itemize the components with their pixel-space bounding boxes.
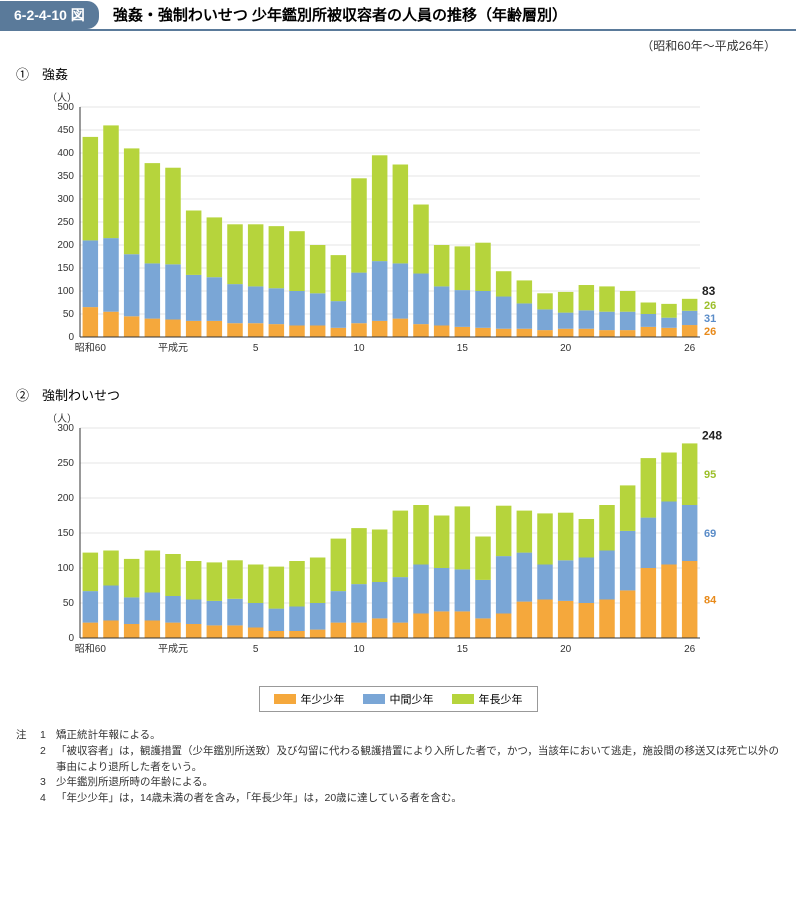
svg-text:平成元: 平成元	[158, 342, 188, 354]
note-number: 2	[40, 744, 56, 776]
svg-text:50: 50	[63, 309, 75, 320]
svg-text:昭和60: 昭和60	[75, 342, 107, 354]
chart-1-container: 050100150200250300350400450500（人）昭和60平成元…	[0, 87, 796, 367]
svg-text:300: 300	[57, 194, 74, 205]
legend-label-middle: 中間少年	[390, 691, 434, 707]
svg-text:26: 26	[684, 343, 696, 354]
chart-1-svg: 050100150200250300350400450500（人）昭和60平成元…	[0, 87, 760, 367]
legend-swatch-middle	[363, 694, 385, 704]
note-text: 矯正統計年報による。	[56, 728, 780, 744]
svg-text:83: 83	[702, 284, 716, 298]
time-period: （昭和60年〜平成26年）	[0, 37, 776, 54]
note-text: 「被収容者」は，観護措置（少年鑑別所送致）及び勾留に代わる観護措置により入所した…	[56, 744, 780, 776]
legend-item-middle: 中間少年	[363, 691, 434, 707]
figure-number-badge: 6-2-4-10 図	[0, 1, 99, 29]
section-1-title: ① 強姦	[16, 64, 796, 83]
svg-text:150: 150	[57, 263, 74, 274]
chart-2-container: 050100150200250300（人）昭和60平成元510152026248…	[0, 408, 796, 668]
svg-text:250: 250	[57, 458, 74, 469]
svg-text:26: 26	[684, 644, 696, 655]
svg-text:15: 15	[457, 343, 469, 354]
note-number: 4	[40, 791, 56, 807]
svg-text:250: 250	[57, 217, 74, 228]
svg-text:10: 10	[353, 644, 365, 655]
legend-item-older: 年長少年	[452, 691, 523, 707]
svg-text:（人）: （人）	[47, 413, 77, 425]
svg-text:200: 200	[57, 240, 74, 251]
svg-text:248: 248	[702, 428, 722, 442]
svg-text:26: 26	[704, 300, 716, 312]
figure-header: 6-2-4-10 図 強姦・強制わいせつ 少年鑑別所被収容者の人員の推移（年齢層…	[0, 0, 796, 31]
section-2-title: ② 強制わいせつ	[16, 385, 796, 404]
svg-text:20: 20	[560, 644, 572, 655]
note-text: 「年少少年」は，14歳未満の者を含み，「年長少年」は，20歳に達している者を含む…	[56, 791, 780, 807]
svg-text:95: 95	[704, 469, 716, 481]
svg-text:100: 100	[57, 286, 74, 297]
svg-text:0: 0	[68, 332, 74, 343]
svg-text:200: 200	[57, 493, 74, 504]
svg-text:0: 0	[68, 633, 74, 644]
svg-text:5: 5	[253, 644, 259, 655]
svg-text:（人）: （人）	[47, 92, 77, 104]
legend-label-younger: 年少少年	[301, 691, 345, 707]
svg-text:5: 5	[253, 343, 259, 354]
svg-text:26: 26	[704, 326, 716, 338]
legend: 年少少年 中間少年 年長少年	[259, 686, 538, 712]
svg-text:50: 50	[63, 598, 75, 609]
svg-text:450: 450	[57, 125, 74, 136]
legend-item-younger: 年少少年	[274, 691, 345, 707]
svg-text:昭和60: 昭和60	[75, 643, 107, 655]
svg-text:平成元: 平成元	[158, 643, 188, 655]
note-label: 注	[16, 728, 40, 744]
note-row: 注 1 矯正統計年報による。	[16, 728, 780, 744]
svg-text:69: 69	[704, 528, 716, 540]
note-row: 2 「被収容者」は，観護措置（少年鑑別所送致）及び勾留に代わる観護措置により入所…	[16, 744, 780, 776]
svg-text:20: 20	[560, 343, 572, 354]
svg-text:150: 150	[57, 528, 74, 539]
svg-text:100: 100	[57, 563, 74, 574]
figure-title: 強姦・強制わいせつ 少年鑑別所被収容者の人員の推移（年齢層別）	[113, 0, 567, 29]
svg-text:400: 400	[57, 148, 74, 159]
note-text: 少年鑑別所退所時の年齢による。	[56, 775, 780, 791]
footnotes: 注 1 矯正統計年報による。 2 「被収容者」は，観護措置（少年鑑別所送致）及び…	[16, 728, 780, 807]
note-number: 1	[40, 728, 56, 744]
chart-2-svg: 050100150200250300（人）昭和60平成元510152026248…	[0, 408, 760, 668]
svg-text:31: 31	[704, 313, 716, 325]
svg-text:84: 84	[704, 595, 717, 607]
legend-swatch-older	[452, 694, 474, 704]
note-number: 3	[40, 775, 56, 791]
legend-label-older: 年長少年	[479, 691, 523, 707]
legend-swatch-younger	[274, 694, 296, 704]
note-row: 4 「年少少年」は，14歳未満の者を含み，「年長少年」は，20歳に達している者を…	[16, 791, 780, 807]
note-row: 3 少年鑑別所退所時の年齢による。	[16, 775, 780, 791]
svg-text:15: 15	[457, 644, 469, 655]
svg-text:350: 350	[57, 171, 74, 182]
svg-text:10: 10	[353, 343, 365, 354]
